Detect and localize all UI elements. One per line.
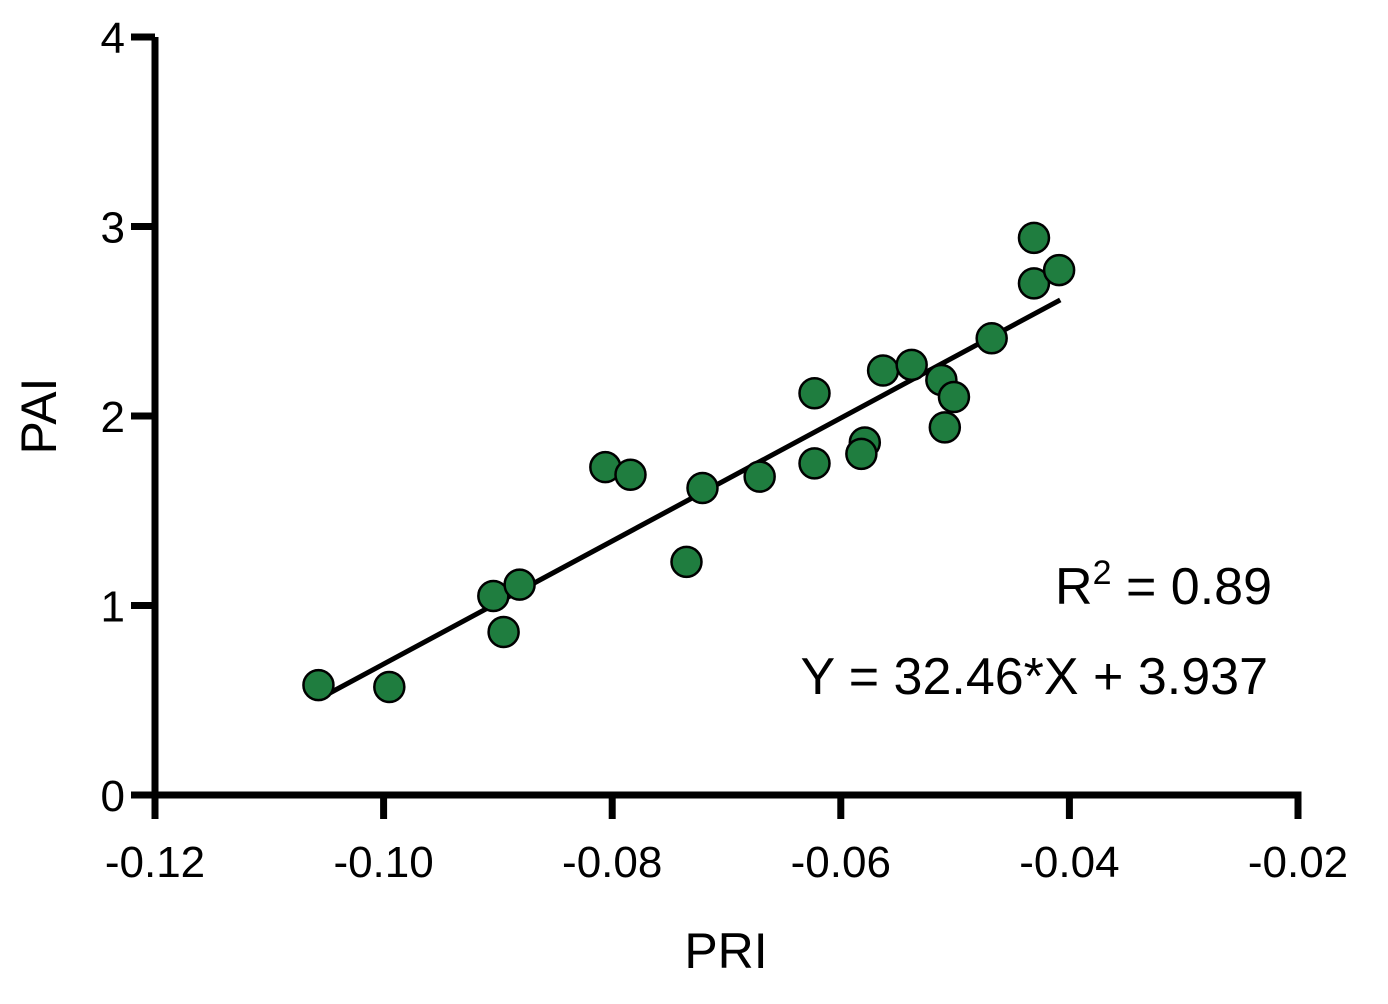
x-tick-label: -0.02 xyxy=(1248,838,1348,887)
y-tick-label: 2 xyxy=(101,393,125,442)
data-point xyxy=(845,437,878,471)
y-axis-title: PAI xyxy=(11,378,67,455)
data-point xyxy=(1017,221,1051,255)
data-point xyxy=(743,460,776,493)
data-point xyxy=(670,545,703,579)
data-point xyxy=(686,471,719,505)
y-tick-label: 0 xyxy=(101,772,125,821)
data-point xyxy=(302,668,335,702)
y-tick-label: 1 xyxy=(101,583,125,632)
data-point xyxy=(1042,253,1076,287)
x-tick-label: -0.10 xyxy=(333,838,433,887)
regression-equation-annotation: Y = 32.46*X + 3.937 xyxy=(801,648,1268,706)
x-tick-label: -0.04 xyxy=(1019,838,1119,887)
data-point xyxy=(895,348,928,382)
data-point xyxy=(798,447,831,480)
y-tick-label: 3 xyxy=(101,204,125,253)
y-tick-label: 4 xyxy=(101,14,125,63)
data-points xyxy=(302,221,1076,704)
r-squared-annotation: R2 = 0.89 xyxy=(1055,554,1272,616)
data-point xyxy=(503,568,536,601)
x-axis-title: PRI xyxy=(684,923,767,979)
data-point xyxy=(937,380,971,414)
r-squared-base: R xyxy=(1055,558,1093,616)
x-tick-label: -0.06 xyxy=(791,838,891,887)
data-point xyxy=(975,322,1008,355)
x-ticks: -0.12 -0.10 -0.08 -0.06 -0.04 -0.02 xyxy=(105,795,1348,887)
data-point xyxy=(487,615,520,649)
x-tick-label: -0.08 xyxy=(562,838,662,887)
data-point xyxy=(614,458,647,491)
x-tick-label: -0.12 xyxy=(105,838,205,887)
data-point xyxy=(1017,267,1051,300)
data-point xyxy=(866,354,900,387)
r-squared-value: = 0.89 xyxy=(1112,558,1272,616)
data-point xyxy=(928,411,962,444)
data-point xyxy=(798,377,831,410)
y-ticks: 0 1 2 3 4 xyxy=(101,14,155,821)
r-squared-superscript: 2 xyxy=(1093,554,1112,592)
data-point xyxy=(373,670,406,704)
